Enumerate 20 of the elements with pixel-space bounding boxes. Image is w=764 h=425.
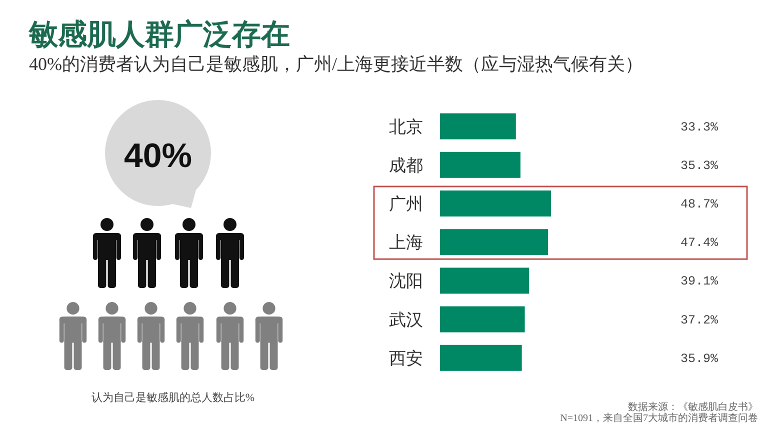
value-label: 39.1%	[680, 274, 718, 289]
annotation: 认为自己是敏感肌的总人数占比%	[91, 392, 255, 404]
value-label: 33.3%	[680, 120, 718, 134]
subtitle: 40%的消费者认为自己是敏感肌，广州/上海更接近半数（应与湿热气候有关）	[29, 54, 643, 74]
annotation: N=1091，来自全国7大城市的消费者调查问卷	[560, 413, 758, 424]
value-label: 35.9%	[680, 352, 718, 366]
category-label: 沈阳	[389, 272, 423, 291]
category-label: 上海	[389, 233, 423, 252]
annotation: 40%	[124, 137, 192, 175]
value-label: 48.7%	[680, 198, 718, 212]
value-label: 35.3%	[680, 158, 718, 173]
category-label: 广州	[389, 194, 423, 214]
category-label: 西安	[389, 348, 423, 368]
category-label: 成都	[389, 156, 423, 175]
annotation: 数据来源：《敏感肌白皮书》	[628, 402, 758, 413]
category-label: 武汉	[389, 310, 423, 330]
category-label: 北京	[389, 117, 423, 136]
title: 敏感肌人群广泛存在	[29, 19, 290, 51]
value-label: 47.4%	[680, 236, 718, 250]
value-label: 37.2%	[680, 313, 718, 328]
